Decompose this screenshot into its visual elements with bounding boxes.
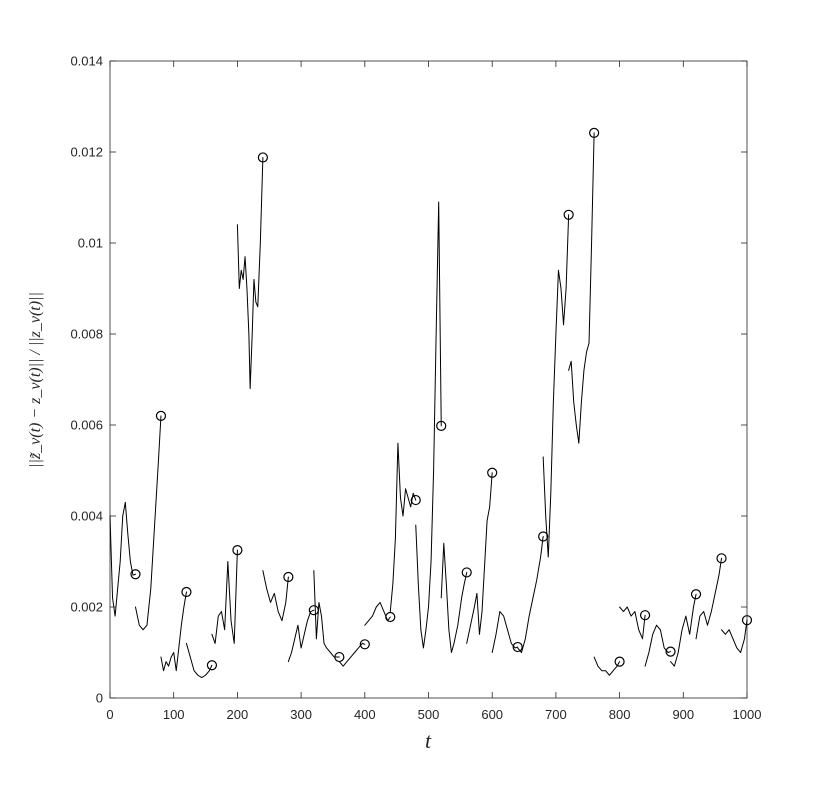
series-segment-16 xyxy=(491,611,519,653)
data-point-marker xyxy=(665,646,676,657)
y-tick-label: 0.002 xyxy=(70,600,103,615)
series-segment-7 xyxy=(262,570,289,622)
x-axis-label: t xyxy=(425,728,432,753)
data-point-marker xyxy=(410,494,421,506)
data-point-marker xyxy=(283,571,294,583)
x-tick-label: 800 xyxy=(609,707,631,722)
series-segment-4 xyxy=(185,642,213,679)
series-segment-14 xyxy=(440,542,468,653)
data-point-marker xyxy=(385,611,396,623)
y-tick-label: 0.014 xyxy=(70,54,103,69)
x-tick-label: 300 xyxy=(290,707,312,722)
x-tick-label: 500 xyxy=(418,707,440,722)
series-segment-1 xyxy=(109,501,136,617)
y-tick-label: 0.006 xyxy=(70,418,103,433)
x-tick-label: 200 xyxy=(227,707,249,722)
data-point-marker xyxy=(716,553,727,564)
data-point-marker xyxy=(614,656,625,667)
series-segment-3 xyxy=(160,591,187,672)
series-segment-15 xyxy=(466,472,493,644)
y-tick-label: 0.008 xyxy=(70,327,103,342)
series-segment-19 xyxy=(568,132,595,444)
data-point-marker xyxy=(690,589,702,600)
series-segment-13 xyxy=(415,201,442,649)
series-segment-24 xyxy=(695,557,723,640)
data-point-marker xyxy=(130,569,141,580)
data-point-marker xyxy=(563,209,574,220)
series-segment-23 xyxy=(670,593,697,667)
y-tick-label: 0.01 xyxy=(78,236,103,251)
x-tick-label: 0 xyxy=(106,707,113,722)
series-segment-22 xyxy=(644,624,672,667)
y-tick-label: 0.004 xyxy=(70,509,103,524)
series-segment-18 xyxy=(542,214,570,558)
y-tick-label: 0.012 xyxy=(70,145,103,160)
y-tick-label: 0 xyxy=(96,691,103,706)
series-segment-11 xyxy=(364,601,391,626)
x-tick-label: 600 xyxy=(481,707,503,722)
data-point-marker xyxy=(155,410,167,421)
x-tick-label: 900 xyxy=(672,707,694,722)
series-segment-20 xyxy=(593,656,621,676)
x-axis: 0 100 200 300 400 500 600 700 800 900 1000 xyxy=(106,61,761,722)
data-point-marker xyxy=(232,545,243,556)
series-segment-8 xyxy=(287,609,315,663)
y-axis-label: ||z̃_v(t) − z_v(t)|| / ||z_v(t)|| xyxy=(27,292,44,468)
series-segment-6 xyxy=(236,156,264,390)
x-tick-label: 1000 xyxy=(733,707,762,722)
data-point-marker xyxy=(181,586,192,598)
series-segment-17 xyxy=(517,535,544,653)
series-segment-21 xyxy=(619,606,646,640)
data-point-marker xyxy=(461,567,472,578)
data-point-marker xyxy=(538,531,549,542)
x-tick-label: 400 xyxy=(354,707,376,722)
series-segment-5 xyxy=(211,549,238,644)
data-point-marker xyxy=(257,152,268,163)
series-segment-10 xyxy=(338,642,366,667)
x-tick-label: 700 xyxy=(545,707,567,722)
data-point-marker xyxy=(206,660,218,671)
data-point-marker xyxy=(741,615,753,626)
data-point-marker xyxy=(334,651,345,663)
x-tick-label: 100 xyxy=(163,707,185,722)
y-axis: 0 0.002 0.004 0.006 0.008 0.01 0.012 0.014 xyxy=(70,54,747,706)
data-point-marker xyxy=(436,420,447,432)
data-point-marker xyxy=(589,127,600,138)
data-point-marker xyxy=(487,467,498,478)
series-segment-2 xyxy=(134,415,162,631)
data-point-marker xyxy=(639,610,651,621)
data-point-marker xyxy=(359,639,370,650)
series-segment-9 xyxy=(313,570,340,658)
series-segment-25 xyxy=(721,619,748,653)
data-point-marker xyxy=(512,641,523,653)
data-point-marker xyxy=(308,605,319,616)
